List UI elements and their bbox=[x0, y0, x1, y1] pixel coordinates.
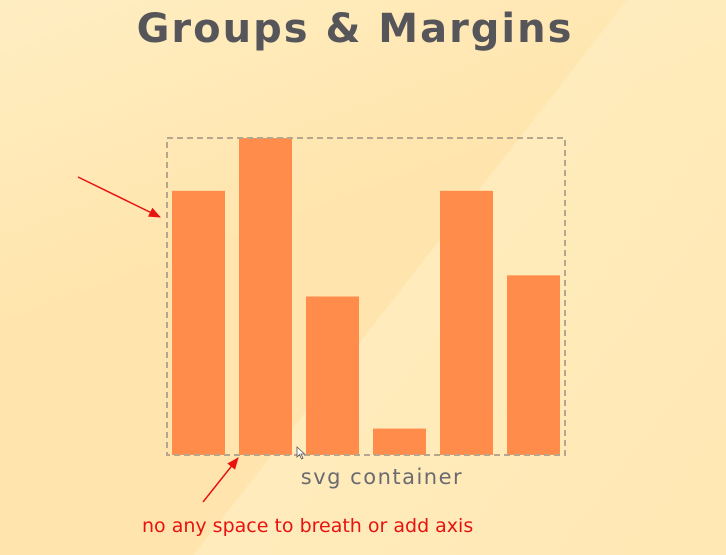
bar-group bbox=[172, 138, 560, 456]
bar-2 bbox=[239, 138, 292, 455]
page-title: Groups & Margins bbox=[136, 6, 574, 52]
bar-1 bbox=[172, 190, 225, 456]
bar-5 bbox=[440, 190, 493, 456]
svg-container-label: svg container bbox=[301, 465, 463, 489]
bar-6 bbox=[507, 275, 560, 455]
bar-3 bbox=[306, 296, 359, 455]
annotation-arrow-left-edge bbox=[77, 176, 161, 218]
svg-container-outline bbox=[166, 137, 566, 456]
bar-4 bbox=[373, 428, 426, 455]
annotation-text: no any space to breath or add axis bbox=[142, 515, 473, 537]
mouse-cursor-icon bbox=[296, 446, 306, 460]
annotation-arrow-bottom-edge bbox=[202, 457, 239, 503]
